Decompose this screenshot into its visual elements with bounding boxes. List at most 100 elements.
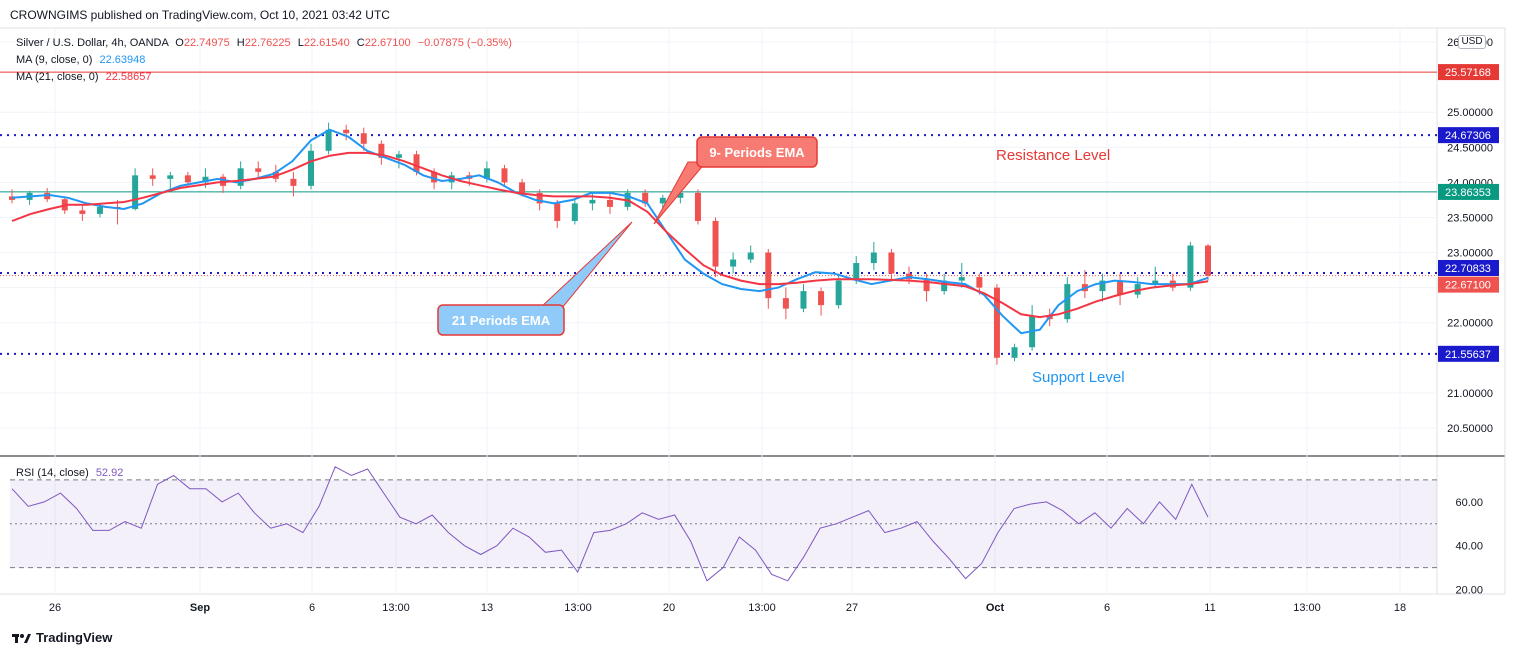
candle-body [202,176,209,183]
time-tick-label: 26 [49,602,61,614]
candle-body [1011,347,1018,358]
candle-body [1205,245,1211,276]
candle-body [9,196,15,200]
candle-body [941,280,948,292]
rsi-tick-label: 20.00 [1455,585,1483,597]
tradingview-logo[interactable]: TradingView [12,630,112,645]
legend-o-label: O [175,37,184,49]
time-tick-label: 18 [1394,602,1406,614]
legend-h-value: 22.76225 [245,37,291,49]
candle-body [1152,280,1159,285]
ema9-callout[interactable]: 9- Periods EMA [653,136,818,225]
candle-body [589,199,596,204]
candle-body [659,197,666,204]
time-tick-label: Oct [986,602,1005,614]
time-tick-label: 11 [1204,602,1215,614]
candle-body [642,192,649,204]
candle-body [395,154,402,158]
price-label-box [1438,259,1499,276]
tradingview-logo-icon [12,633,31,643]
tradingview-logo-text: TradingView [36,630,113,645]
currency-badge[interactable]: USD [1458,35,1486,49]
candle-body [132,175,139,210]
price-tick-label: 25.00000 [1447,107,1493,119]
ma9-line [11,128,1209,335]
candle-body [290,178,297,186]
ema9-callout-label: 9- Periods EMA [709,145,805,160]
rsi-indicator [11,466,1209,582]
candle-body [800,291,807,309]
candle-body [360,133,367,144]
candle-body [378,143,385,158]
candle-body [712,220,719,267]
price-label-text: 22.70833 [1445,263,1491,275]
candle-body [149,175,156,179]
rsi-band-fill [10,479,1437,568]
legend-h-label: H [237,37,245,49]
price-tick-label: 23.00000 [1447,248,1493,260]
candle-body [835,280,842,306]
candle-body [501,168,508,183]
candle-body [571,203,578,221]
ema21-callout-pointer [538,221,633,309]
candle-body [519,182,526,193]
price-tick-label: 20.50000 [1447,423,1493,435]
candle-body [747,252,754,260]
legend-c-label: C [357,37,365,49]
price-label-text: 23.86353 [1445,187,1491,199]
price-label-text: 25.57168 [1445,67,1491,79]
legend-o-value: 22.74975 [184,37,230,49]
candle-body [1099,280,1106,292]
price-label-text: 24.67306 [1445,130,1491,142]
rsi-tick-label: 60.00 [1455,497,1483,509]
candle-body [976,277,983,288]
time-tick-label: 13 [481,602,493,614]
candle-body [184,175,191,183]
candle-body [167,175,174,179]
candle-body [782,298,789,309]
legend: Silver / U.S. Dollar, 4h, OANDA O22.7497… [16,37,512,479]
price-tick-label: 21.00000 [1447,388,1493,400]
svg-text:RSI (14, close) 52.92: RSI (14, close) 52.92 [16,467,123,479]
candle-body [765,252,772,299]
candle-body [413,154,420,172]
candle-body [818,291,825,306]
rsi-background [10,479,1437,569]
svg-text:MA (9, close, 0) 22.63: MA (9, close, 0) 22.63948 [16,54,145,66]
price-tick-label: 23.50000 [1447,212,1493,224]
candle-body [694,192,701,221]
candle-body [96,206,103,214]
horizontal-levels [0,71,1437,355]
candle-body [730,259,737,267]
time-tick-label: 27 [846,602,858,614]
candle-body [677,192,684,198]
ema21-callout-box [437,304,565,336]
candle-body [1117,280,1124,295]
ema21-callout[interactable]: 21 Periods EMA [437,221,633,336]
legend-l-value: 22.61540 [304,37,350,49]
price-label-box [1438,276,1499,293]
candle-body [308,150,314,186]
candle-body [237,168,244,186]
candle-body [1187,245,1194,288]
legend-c-value: 22.67100 [365,37,411,49]
time-tick-label: 6 [309,602,315,614]
ema9-callout-box [696,136,818,168]
time-tick-label: 13:00 [748,602,776,614]
legend-ma21-value: 22.58657 [106,71,152,83]
time-tick-label: Sep [190,602,210,614]
legend-ma21-label: MA (21, close, 0) [16,71,99,83]
price-label-text: 21.55637 [1445,349,1491,361]
price-labels: 25.57168 24.67306 23.86353 22.70833 22.67100… [1438,64,1499,362]
candle-body [993,287,1000,358]
rsi-legend-label: RSI (14, close) [16,467,89,479]
ma21-line [11,151,1209,319]
candle-body [923,279,930,292]
rsi-line [11,466,1209,582]
price-label-text: 22.67100 [1445,280,1491,292]
candle-body [888,252,895,274]
time-tick-label: 13:00 [382,602,410,614]
candle-body [958,277,965,281]
